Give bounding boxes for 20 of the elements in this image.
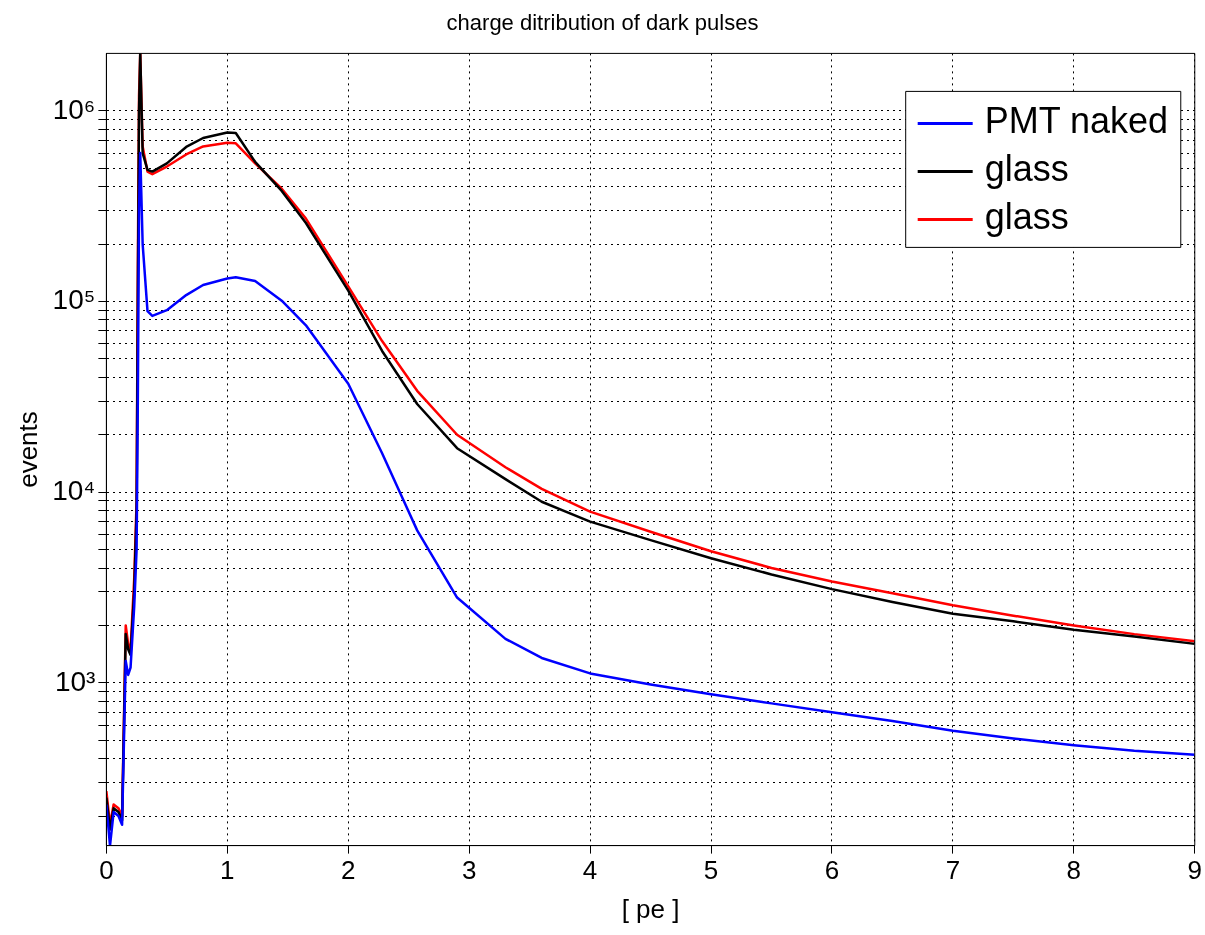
- x-tick-label: 6: [824, 855, 840, 886]
- y-axis-title: events: [12, 411, 43, 488]
- x-tick-label: 0: [99, 855, 114, 886]
- legend-label: PMT naked: [984, 100, 1169, 142]
- x-axis-title: [ pe ]: [621, 893, 680, 924]
- x-tick-label: 2: [341, 855, 356, 886]
- x-tick-label: 5: [703, 855, 719, 886]
- x-tick-label: 8: [1066, 855, 1082, 886]
- x-tick-label: 7: [945, 855, 961, 886]
- chart-title: charge ditribution of dark pulses: [446, 10, 759, 36]
- y-tick-label: 10⁶: [52, 93, 96, 125]
- x-tick-label: 3: [461, 855, 477, 886]
- x-tick-label: 1: [220, 855, 235, 886]
- legend-label: glass: [984, 148, 1069, 190]
- legend-label: glass: [984, 196, 1069, 238]
- y-tick-label: 10⁴: [52, 474, 96, 506]
- x-tick-label: 4: [582, 855, 598, 886]
- y-tick-label: 10³: [54, 665, 96, 697]
- y-tick-label: 10⁵: [52, 284, 96, 316]
- x-tick-label: 9: [1187, 855, 1202, 886]
